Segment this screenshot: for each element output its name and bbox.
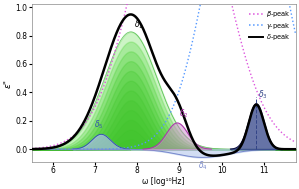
Text: $\delta_1$: $\delta_1$ bbox=[134, 18, 144, 31]
Text: $\delta_2$: $\delta_2$ bbox=[179, 108, 189, 120]
Text: $\delta_3$: $\delta_3$ bbox=[258, 88, 268, 101]
Legend: $\beta$-peak, $\gamma$-peak, $\delta$-peak: $\beta$-peak, $\gamma$-peak, $\delta$-pe… bbox=[247, 8, 292, 44]
Text: $\delta_5$: $\delta_5$ bbox=[94, 118, 104, 131]
Text: $\delta_4$: $\delta_4$ bbox=[198, 160, 208, 173]
Y-axis label: ε": ε" bbox=[4, 79, 13, 88]
X-axis label: ω [log¹⁰Hz]: ω [log¹⁰Hz] bbox=[142, 177, 185, 186]
